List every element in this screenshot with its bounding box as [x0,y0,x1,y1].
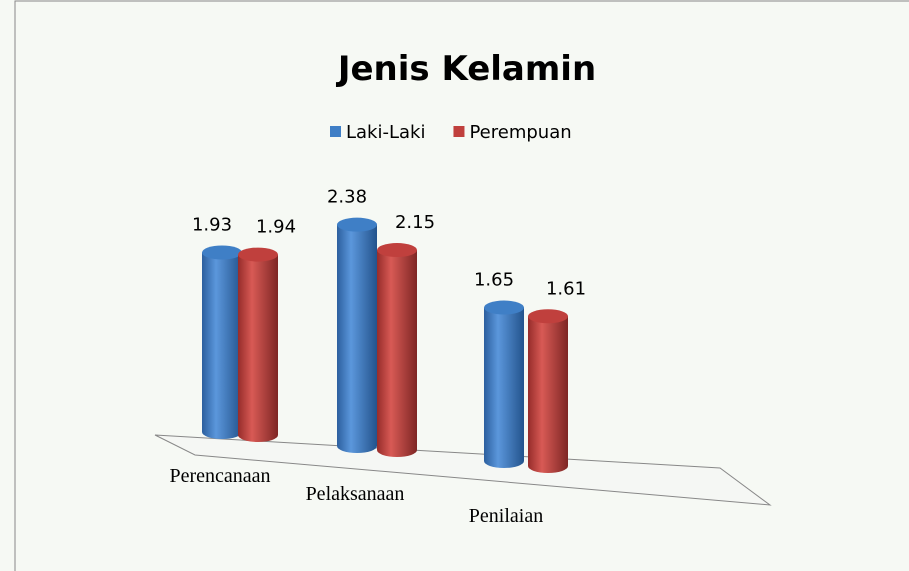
data-label: 1.93 [192,215,232,236]
x-tick-label: Penilaian [469,505,543,527]
bar-top [484,301,524,315]
bar-top [337,218,377,232]
bar [202,246,242,439]
bar-body [202,253,242,439]
bar [238,248,278,442]
bar-body [238,255,278,442]
bar [484,301,524,468]
data-label: 2.15 [395,212,435,233]
data-label: 1.61 [546,278,586,299]
chart-title: Jenis Kelamin [336,49,596,89]
data-label: 1.65 [474,270,514,291]
bar-top [202,246,242,260]
bar-top [238,248,278,262]
legend-label: Laki-Laki [346,122,425,143]
bar-body [377,250,417,457]
bar-top [377,243,417,257]
data-label: 2.38 [327,187,367,208]
legend-swatch [330,126,341,137]
bar-body [484,308,524,468]
x-tick-label: Pelaksanaan [306,483,405,505]
bar-body [528,316,568,473]
bar-top [528,309,568,323]
bar [528,309,568,473]
data-label: 1.94 [256,217,296,238]
chart: Jenis Kelamin Laki-Laki Perempuan Perencan… [0,0,909,571]
x-tick-label: Perencanaan [169,465,270,487]
legend-swatch [453,126,464,137]
bar-body [337,225,377,453]
legend-label: Perempuan [469,122,571,143]
bar [377,243,417,457]
bar [337,218,377,453]
